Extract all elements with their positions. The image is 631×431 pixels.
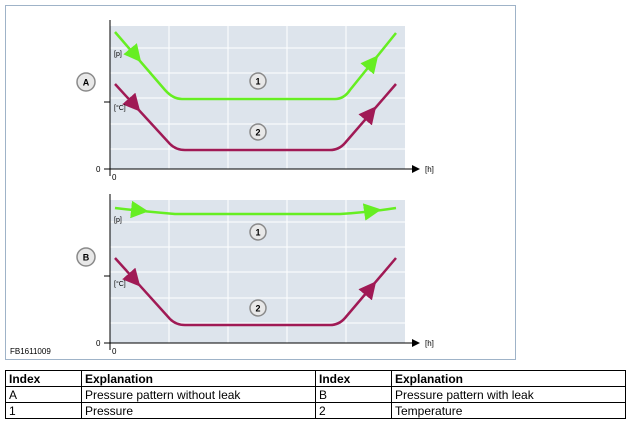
legend-index: A bbox=[5, 386, 82, 403]
panel-a-x-axis-arrow bbox=[412, 165, 420, 173]
svg-text:2: 2 bbox=[255, 304, 260, 314]
legend-explanation: Pressure pattern without leak bbox=[81, 386, 316, 403]
panel-b-temperature-curve bbox=[114, 257, 397, 327]
panel-a-temperature-arrow-up bbox=[358, 106, 377, 126]
legend-header-explanation-2: Explanation bbox=[391, 370, 626, 387]
panel-b-time-label: [h] bbox=[425, 339, 434, 348]
legend-header-index: Index bbox=[5, 370, 82, 387]
panel-b-origin-y: 0 bbox=[96, 339, 101, 348]
panel-a-curve2-badge: 2 bbox=[249, 123, 267, 141]
table-row: 1 Pressure 2 Temperature bbox=[5, 402, 626, 419]
legend-header-index-2: Index bbox=[315, 370, 392, 387]
panel-a-pressure-label: [p] bbox=[114, 51, 122, 58]
diagram: [p] [°C] 0 0 [h] A 1 2 bbox=[10, 20, 434, 356]
panel-b-pressure-arrow-left bbox=[130, 200, 149, 219]
panel-b: [p] [°C] 0 0 [h] B 1 2 bbox=[76, 194, 434, 356]
legend-header-row: Index Explanation Index Explanation bbox=[5, 370, 626, 387]
legend-table: Index Explanation Index Explanation A Pr… bbox=[5, 370, 626, 419]
legend-index: B bbox=[315, 386, 392, 403]
panel-a-origin-y: 0 bbox=[96, 165, 101, 174]
panel-a-origin-x: 0 bbox=[112, 173, 117, 182]
legend-header-explanation: Explanation bbox=[81, 370, 316, 387]
panel-b-x-axis-arrow bbox=[412, 339, 420, 347]
panel-a-pressure-arrow-up bbox=[360, 55, 379, 75]
panel-b-temperature-arrow-down bbox=[122, 267, 141, 287]
panel-a-pressure-curve bbox=[114, 31, 397, 101]
panel-a: [p] [°C] 0 0 [h] A 1 2 bbox=[76, 20, 434, 182]
panel-a-time-label: [h] bbox=[425, 165, 434, 174]
svg-text:1: 1 bbox=[255, 77, 260, 87]
panel-a-curve1-badge: 1 bbox=[249, 72, 267, 90]
legend-index: 1 bbox=[5, 402, 82, 419]
table-row: A Pressure pattern without leak B Pressu… bbox=[5, 386, 626, 403]
panel-b-origin-x: 0 bbox=[112, 347, 117, 356]
panel-b-temperature-label: [°C] bbox=[114, 280, 126, 288]
panel-b-pressure-arrow-right bbox=[362, 203, 382, 221]
panel-b-curve1-badge: 1 bbox=[249, 223, 267, 241]
legend-explanation: Pressure bbox=[81, 402, 316, 419]
panel-b-grid bbox=[110, 200, 405, 343]
svg-text:1: 1 bbox=[255, 228, 260, 238]
panel-b-pressure-label: [p] bbox=[114, 217, 122, 224]
figure-code: FB1611009 bbox=[10, 347, 51, 356]
svg-text:A: A bbox=[83, 78, 90, 88]
panel-a-temperature-curve bbox=[114, 83, 397, 152]
panel-a-pressure-arrow-down bbox=[123, 43, 142, 63]
panel-b-badge: B bbox=[76, 247, 96, 267]
svg-text:2: 2 bbox=[255, 128, 260, 138]
panel-a-temperature-arrow-down bbox=[122, 92, 141, 112]
legend-index: 2 bbox=[315, 402, 392, 419]
legend-explanation: Temperature bbox=[391, 402, 626, 419]
svg-text:B: B bbox=[83, 253, 90, 263]
panel-a-badge: A bbox=[76, 72, 96, 92]
panel-b-temperature-arrow-up bbox=[358, 281, 377, 301]
legend-explanation: Pressure pattern with leak bbox=[391, 386, 626, 403]
panel-b-curve2-badge: 2 bbox=[249, 299, 267, 317]
panel-a-temperature-label: [°C] bbox=[114, 104, 126, 112]
